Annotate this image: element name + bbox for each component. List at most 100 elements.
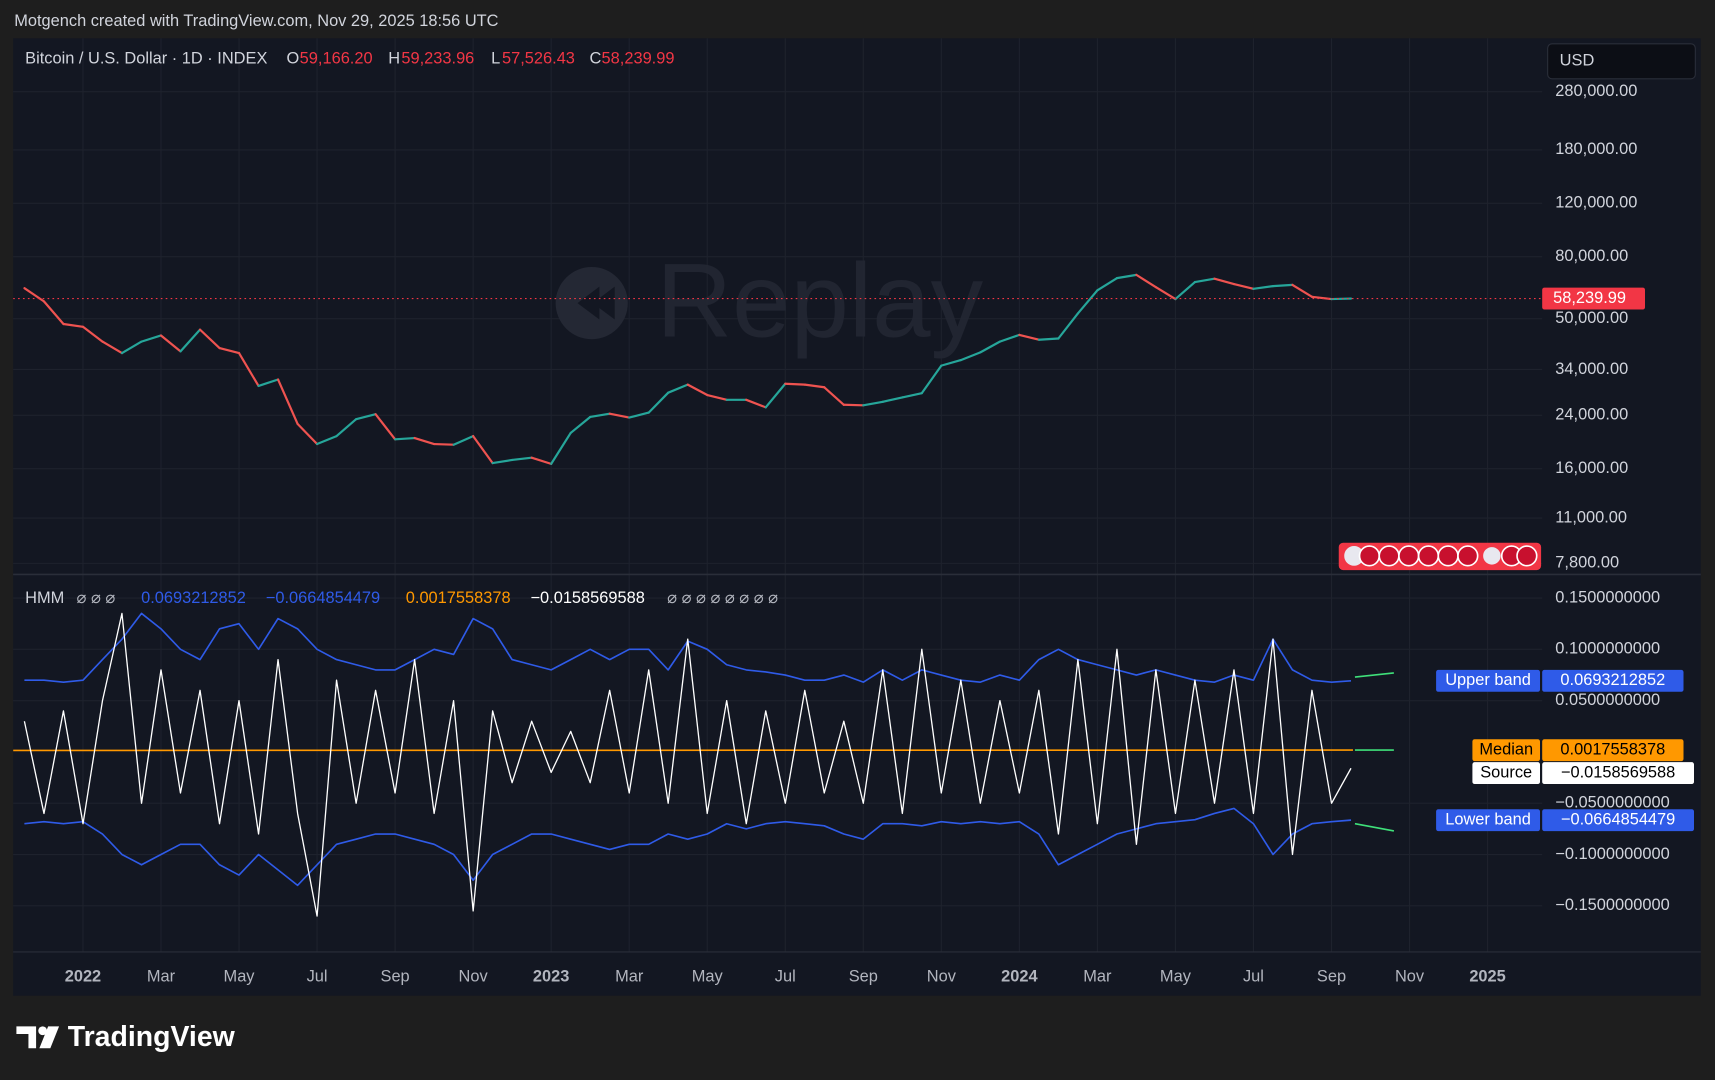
price-segment	[901, 392, 923, 399]
x-tick-label: Sep	[849, 967, 878, 985]
price-segment	[62, 322, 85, 328]
y-tick-label: −0.1500000000	[1555, 896, 1669, 914]
price-segment	[1213, 277, 1236, 286]
watermark-text: Replay	[656, 242, 983, 359]
x-tick-label: Nov	[459, 967, 489, 985]
series-value: −0.0158569588	[1561, 763, 1675, 781]
price-segment	[218, 346, 241, 355]
price-segment	[1174, 280, 1197, 301]
price-segment	[315, 434, 338, 446]
chart-panel	[13, 38, 1701, 996]
y-tick-label: 120,000.00	[1555, 194, 1637, 212]
price-segment	[159, 334, 182, 353]
price-segment	[354, 413, 377, 421]
price-segment	[764, 382, 787, 409]
ohlc-letter: C	[590, 49, 602, 67]
price-segment	[686, 383, 709, 397]
series-name: Median	[1479, 740, 1533, 758]
indicator-legend-value: 0.0017558378	[406, 589, 511, 607]
ohlc-value: 58,239.99	[602, 49, 675, 67]
x-tick-label: Nov	[927, 967, 957, 985]
price-segment	[1115, 273, 1138, 280]
series-name: Upper band	[1445, 671, 1531, 689]
price-segment	[608, 412, 631, 419]
price-segment	[647, 391, 670, 414]
indicator-line	[23, 612, 1352, 917]
currency-label[interactable]: USD	[1560, 52, 1595, 70]
indicator-line	[24, 807, 1352, 887]
price-segment	[237, 351, 260, 388]
y-tick-label: 50,000.00	[1555, 309, 1628, 327]
price-segment	[1271, 283, 1294, 288]
x-tick-label: Nov	[1395, 967, 1425, 985]
price-segment	[842, 403, 865, 407]
brand-logo: TradingView	[16, 1021, 236, 1053]
indicator-placeholders: ⌀ ⌀ ⌀	[77, 589, 116, 607]
series-value: 0.0693212852	[1560, 671, 1665, 689]
series-value-tag	[1542, 809, 1694, 832]
indicator-legend-value: −0.0158569588	[530, 589, 644, 607]
price-segment	[394, 436, 416, 441]
watermark-icon-arrows	[577, 286, 615, 320]
price-segment	[198, 328, 221, 350]
last-price-value: 58,239.99	[1553, 289, 1626, 307]
price-segment	[140, 334, 163, 343]
price-segment	[667, 383, 689, 394]
price-segment	[1037, 337, 1060, 341]
price-segment	[1154, 286, 1177, 301]
price-segment	[433, 442, 455, 446]
ohlc-value: 57,526.43	[502, 49, 575, 67]
y-tick-label: 7,800.00	[1555, 554, 1619, 572]
event-icon	[1480, 544, 1503, 567]
currency-button[interactable]	[1547, 43, 1696, 80]
series-name-tag	[1472, 739, 1540, 762]
price-segment	[862, 400, 884, 407]
price-segment	[1291, 283, 1314, 298]
price-segment	[881, 396, 904, 403]
event-icon	[1398, 545, 1420, 567]
ohlc-value: 59,233.96	[401, 49, 474, 67]
y-tick-label: 11,000.00	[1555, 508, 1627, 526]
price-segment	[472, 434, 494, 465]
series-name-tag	[1436, 669, 1540, 692]
logo-shape	[39, 1026, 60, 1049]
x-tick-label: May	[1160, 967, 1192, 985]
price-segment	[784, 382, 806, 386]
price-segment	[1252, 285, 1275, 290]
price-segment	[530, 456, 553, 465]
x-tick-label: 2023	[533, 967, 569, 985]
series-value-tag	[1542, 762, 1694, 785]
y-tick-label: 80,000.00	[1555, 247, 1628, 265]
price-segment	[511, 456, 533, 462]
price-segment	[1057, 312, 1079, 340]
price-segment	[276, 378, 299, 425]
price-segment	[296, 422, 319, 446]
event-icon	[1437, 545, 1459, 567]
x-tick-label: Jul	[775, 967, 796, 985]
ohlc-letter: L	[491, 49, 500, 67]
ohlc-letter: O	[287, 49, 300, 67]
price-segment	[42, 300, 65, 326]
indicator-title: HMM	[25, 589, 64, 607]
symbol-title: Bitcoin / U.S. Dollar · 1D · INDEX	[25, 49, 267, 67]
event-icon	[1457, 545, 1479, 567]
price-segment	[335, 418, 358, 438]
price-segment	[569, 415, 592, 435]
series-value-tag	[1542, 669, 1684, 692]
price-segment	[101, 340, 124, 355]
price-segment	[81, 325, 104, 343]
x-tick-label: Sep	[381, 967, 410, 985]
y-tick-label: 180,000.00	[1555, 140, 1637, 158]
event-icon	[1358, 545, 1381, 567]
y-tick-label: 0.1500000000	[1555, 588, 1660, 606]
x-tick-label: 2024	[1001, 967, 1038, 985]
price-segment	[1193, 277, 1216, 284]
x-tick-label: Jul	[307, 967, 328, 985]
series-value-tag	[1542, 739, 1684, 762]
brand-name: TradingView	[68, 1021, 236, 1053]
price-segment	[120, 340, 143, 355]
projection-line	[1354, 672, 1394, 678]
series-name-tag	[1436, 809, 1540, 832]
event-icon	[1516, 545, 1538, 567]
